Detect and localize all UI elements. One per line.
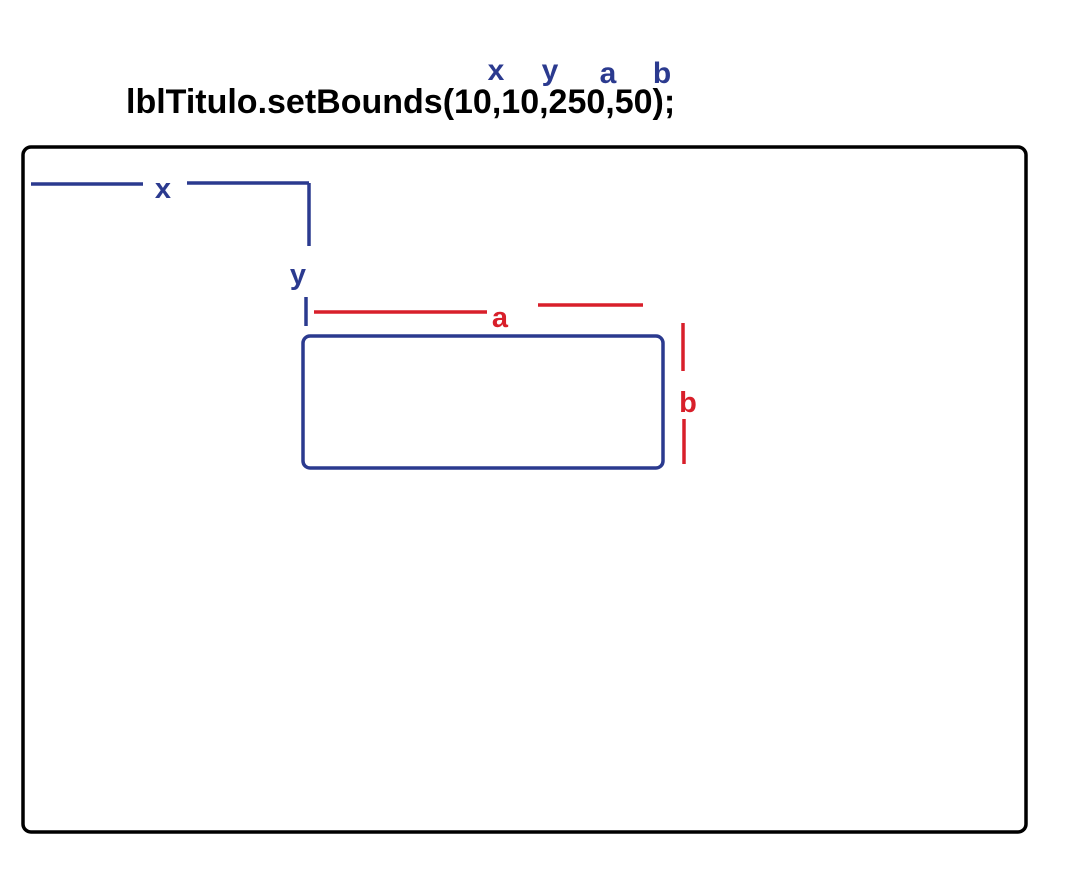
param-label-x: x: [488, 54, 505, 87]
param-label-b: b: [653, 57, 671, 90]
param-label-a: a: [600, 57, 617, 90]
height-label: b: [679, 387, 697, 419]
window-frame: [21, 145, 1028, 834]
width-label: a: [492, 302, 509, 334]
component-bounds-rect: [301, 334, 665, 470]
code-line: lblTitulo.setBounds(10,10,250,50);: [126, 83, 675, 121]
x-offset-label: x: [155, 173, 171, 205]
y-offset-label: y: [290, 259, 306, 291]
param-label-y: y: [542, 54, 559, 87]
